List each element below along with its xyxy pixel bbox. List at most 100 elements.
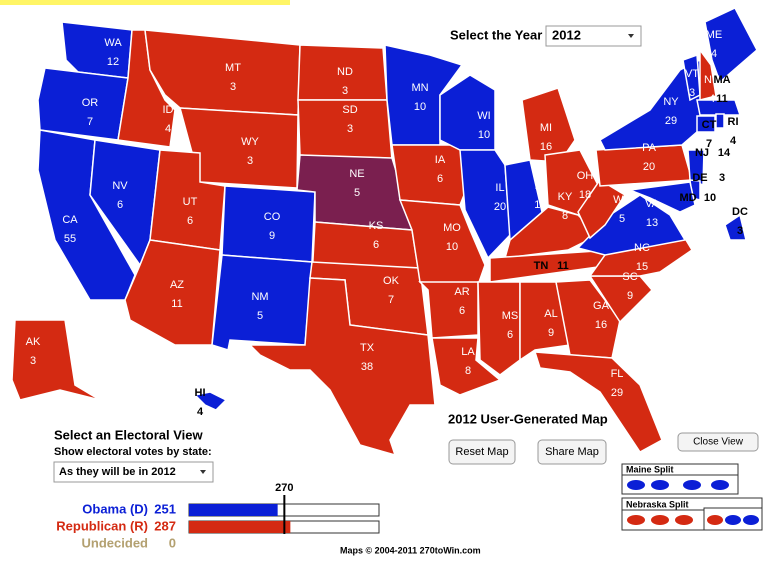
state-abbr: CO [264, 211, 281, 223]
state-votes: 3 [737, 225, 743, 237]
view-select-box[interactable] [53, 461, 214, 483]
state[interactable] [687, 149, 705, 187]
state-abbr: MN [411, 82, 428, 94]
state-votes: 29 [611, 387, 623, 399]
state-abbr: NJ [695, 147, 709, 159]
state-abbr: PA [642, 142, 657, 154]
state-abbr: ME [706, 29, 723, 41]
top-bar [0, 0, 290, 5]
state-votes: 3 [689, 87, 695, 99]
state-abbr: CT [702, 119, 717, 131]
state[interactable] [699, 47, 717, 101]
state-abbr: OR [82, 97, 99, 109]
view-select[interactable]: As they will be in 2012 [53, 461, 214, 483]
state-votes: 29 [665, 115, 677, 127]
state[interactable] [715, 113, 725, 129]
state-votes: 4 [197, 406, 204, 418]
state[interactable] [627, 181, 696, 213]
state-votes: 7 [388, 294, 394, 306]
state-abbr: IL [495, 182, 504, 194]
candidate-votes: 287 [154, 518, 176, 533]
state-abbr: LA [461, 346, 475, 358]
footer: Maps © 2004-2011 270toWin.com [340, 545, 481, 555]
state-votes: 10 [414, 101, 426, 113]
state[interactable] [418, 281, 479, 339]
state[interactable] [696, 115, 716, 133]
candidate-name: Obama (D) [82, 501, 148, 516]
button-label: Share Map [545, 446, 599, 458]
state-votes: 3 [247, 155, 253, 167]
button-box[interactable] [448, 439, 516, 465]
state-abbr: FL [611, 368, 624, 380]
state[interactable] [533, 351, 663, 453]
state-abbr: NV [112, 180, 128, 192]
state-votes: 4 [711, 48, 717, 60]
state[interactable] [221, 185, 316, 263]
button-box[interactable] [677, 432, 759, 452]
state[interactable] [696, 99, 742, 116]
state-votes: 6 [507, 329, 513, 341]
state-abbr: VT [685, 68, 699, 80]
state[interactable] [61, 21, 133, 79]
state-votes: 11 [557, 260, 569, 272]
state[interactable] [704, 7, 758, 84]
state-votes: 12 [107, 56, 119, 68]
candidate-name: Republican (R) [56, 518, 148, 533]
state[interactable] [724, 213, 747, 241]
state-votes: 8 [562, 210, 568, 222]
divider [703, 507, 763, 531]
state[interactable] [555, 279, 621, 359]
state-votes: 6 [373, 239, 379, 251]
threshold-label: 270 [275, 482, 293, 494]
state-abbr: TN [534, 260, 549, 272]
button-box[interactable] [537, 439, 607, 465]
state-abbr: AR [454, 286, 469, 298]
view-subtitle: Show electoral votes by state: [54, 446, 212, 458]
state-abbr: MI [540, 122, 552, 134]
state-votes: 13 [646, 217, 658, 229]
state-abbr: DE [692, 172, 707, 184]
state-votes: 9 [627, 290, 633, 302]
share-button[interactable]: Share Map [537, 439, 607, 465]
state-abbr: IA [435, 154, 446, 166]
vote-bar [189, 504, 278, 516]
state-votes: 9 [269, 230, 275, 242]
state[interactable] [431, 337, 502, 396]
state[interactable] [477, 281, 521, 376]
state-votes: 14 [718, 147, 731, 159]
close-button[interactable]: Close View [677, 432, 759, 452]
state-abbr: TX [360, 342, 375, 354]
state[interactable] [124, 239, 221, 346]
year-select[interactable]: 2012 [545, 25, 642, 47]
state-votes: 4 [730, 135, 737, 147]
nebraska-split: Nebraska Split [621, 497, 763, 531]
state-votes: 18 [579, 189, 591, 201]
reset-button[interactable]: Reset Map [448, 439, 516, 465]
state-abbr: UT [183, 196, 198, 208]
state[interactable] [577, 178, 627, 240]
year-select-box[interactable] [545, 25, 642, 47]
state[interactable] [398, 199, 486, 286]
state-abbr: KS [369, 220, 384, 232]
state[interactable] [521, 87, 576, 163]
state-votes: 10 [446, 241, 458, 253]
state-abbr: SD [342, 104, 357, 116]
state[interactable] [193, 391, 228, 411]
state-votes: 4 [165, 123, 171, 135]
state-abbr: MD [679, 192, 696, 204]
state-abbr: GA [593, 300, 610, 312]
state[interactable] [519, 281, 571, 362]
state[interactable] [11, 319, 101, 401]
state-votes: 20 [494, 201, 506, 213]
state-abbr: SC [622, 271, 637, 283]
state[interactable] [248, 277, 436, 457]
state-votes: 6 [187, 215, 193, 227]
year-value: 2012 [552, 27, 581, 42]
state-votes: 3 [347, 123, 353, 135]
split-dots [627, 480, 729, 490]
vote-bar [189, 521, 291, 533]
state-abbr: CA [62, 214, 78, 226]
state-abbr: KY [558, 191, 573, 203]
split-title: Maine Split [626, 464, 674, 474]
state-votes: 3 [30, 355, 36, 367]
